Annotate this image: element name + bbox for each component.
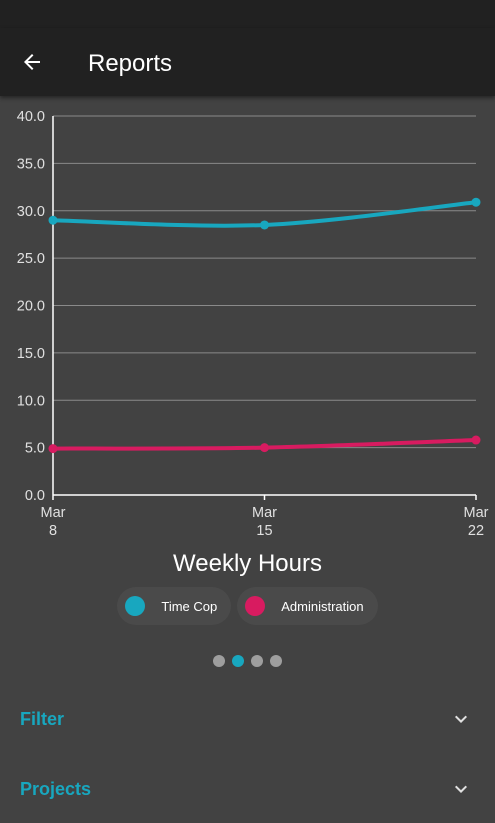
data-point-time-cop	[48, 215, 58, 225]
y-tick-label: 20.0	[17, 299, 45, 315]
page-title: Reports	[88, 50, 173, 77]
arrow-back-icon	[24, 54, 40, 70]
data-point-time-cop	[471, 197, 481, 207]
chart-legend: Time Cop Administration	[0, 587, 495, 625]
legend-item-administration[interactable]: Administration	[237, 587, 378, 625]
x-tick-label: Mar	[41, 505, 66, 521]
x-tick-label: Mar	[464, 505, 489, 521]
app-bar: Reports	[0, 28, 495, 96]
page-indicator	[0, 655, 495, 667]
filter-title: Filter	[20, 709, 65, 729]
legend-swatch-time-cop	[125, 596, 146, 616]
page-dot-4[interactable]	[270, 655, 282, 667]
weekly-hours-chart: 0.0 5.0 10.0 15.0 20.0 25.0 30.0 35.0 40.0 Mar 8 Ma…	[0, 96, 495, 546]
data-point-administration	[260, 443, 269, 453]
y-tick-label: 0.0	[25, 488, 45, 504]
status-bar	[0, 0, 495, 28]
legend-label: Time Cop	[161, 598, 218, 614]
projects-section[interactable]: Projects	[0, 754, 495, 823]
chevron-down-icon	[455, 785, 467, 793]
y-tick-label: 10.0	[17, 393, 45, 409]
page-dot-3[interactable]	[251, 655, 263, 667]
projects-title: Projects	[20, 779, 92, 799]
x-tick-label: Mar	[252, 505, 277, 521]
page-dot-1[interactable]	[213, 655, 225, 667]
page-dot-2-active[interactable]	[232, 655, 244, 667]
y-tick-label: 15.0	[17, 346, 45, 362]
chart-title: Weekly Hours	[173, 550, 322, 577]
back-button[interactable]	[8, 38, 56, 86]
y-tick-label: 25.0	[17, 251, 45, 267]
y-tick-label: 30.0	[17, 204, 45, 220]
data-point-administration	[48, 444, 58, 454]
filter-section[interactable]: Filter	[0, 684, 495, 754]
data-point-administration	[471, 435, 481, 445]
x-tick-label: 15	[256, 523, 272, 539]
line-chart: 0.0 5.0 10.0 15.0 20.0 25.0 30.0 35.0 40.0 Mar 8 Ma…	[17, 109, 489, 539]
y-tick-label: 40.0	[17, 109, 45, 125]
y-tick-label: 5.0	[25, 441, 45, 457]
legend-label: Administration	[281, 598, 364, 614]
x-tick-label: 8	[49, 523, 57, 539]
x-tick-label: 22	[468, 523, 484, 539]
y-tick-label: 35.0	[17, 156, 45, 172]
chevron-down-icon	[455, 715, 467, 723]
legend-item-time-cop[interactable]: Time Cop	[117, 587, 232, 625]
data-point-time-cop	[260, 220, 269, 230]
legend-swatch-administration	[245, 596, 266, 616]
